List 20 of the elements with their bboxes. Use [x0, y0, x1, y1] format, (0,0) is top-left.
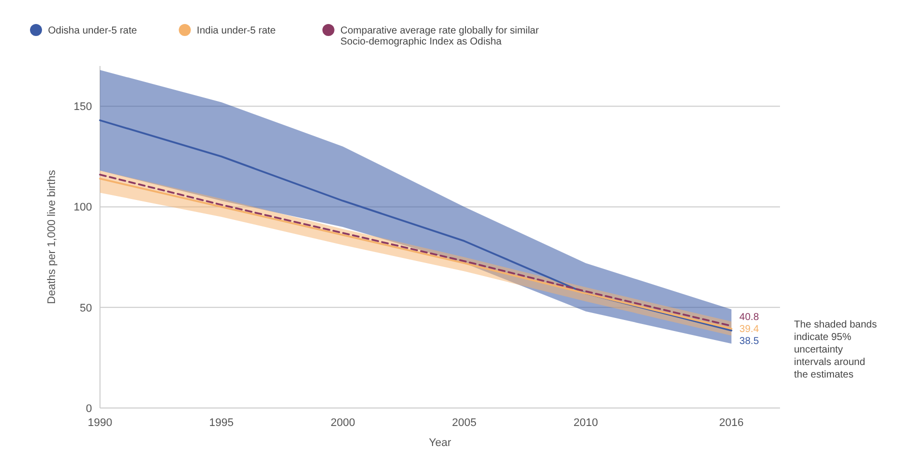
- data-label: 40.8: [739, 312, 760, 323]
- text: The shaded bands indicate 95% uncertainty intervals around the estimates: [794, 320, 877, 381]
- legend-label: Comparative average rate globally for similar Socio-demographic Index as Odisha: [340, 26, 540, 48]
- y-tick-label: 150: [74, 101, 92, 114]
- legend-label: India under-5 rate: [196, 26, 276, 36]
- line-series: [99, 119, 732, 332]
- y-tick-label: 100: [74, 202, 92, 214]
- x-tick-label: 2000: [330, 417, 356, 429]
- x-tick-label: 1995: [209, 417, 234, 429]
- data-label: 38.5: [739, 336, 760, 347]
- data-label: 39.4: [739, 324, 760, 335]
- y-tick-label: 50: [80, 302, 92, 314]
- x-tick-label: 2005: [452, 417, 477, 429]
- x-tick-label: 1990: [88, 417, 112, 429]
- legend-label: Odisha under-5 rate: [48, 26, 138, 36]
- x-tick-label: 2016: [719, 417, 744, 429]
- x-axis-title: Year: [428, 437, 452, 449]
- y-tick-label: 0: [86, 402, 92, 415]
- y-axis-title: Deaths per 1,000 live births: [46, 170, 58, 304]
- x-tick-label: 2010: [573, 417, 598, 429]
